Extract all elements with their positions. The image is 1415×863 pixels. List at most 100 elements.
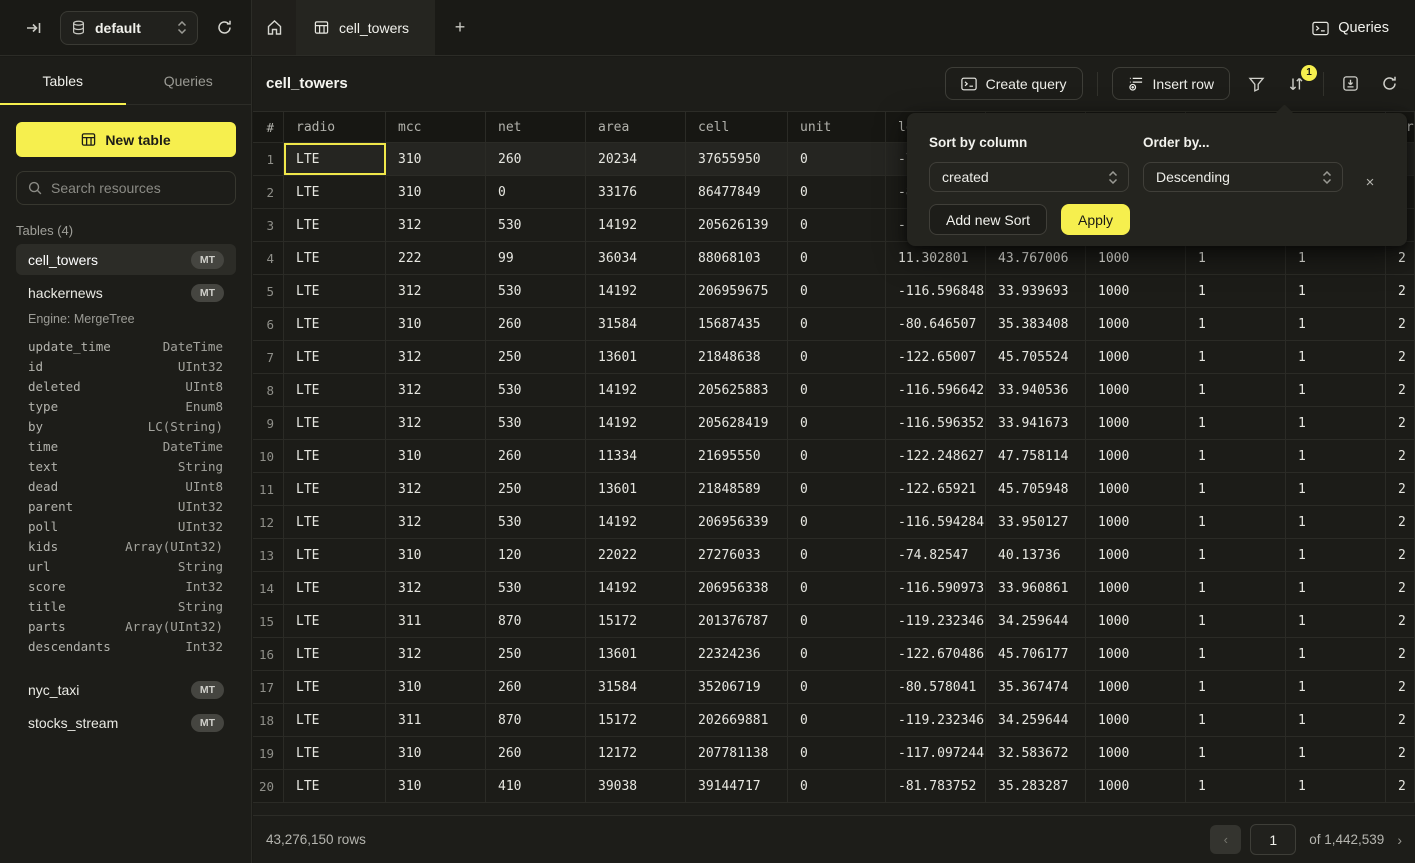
- table-cell[interactable]: 1: [1286, 605, 1386, 637]
- table-cell[interactable]: -74.82547: [886, 539, 986, 571]
- table-cell[interactable]: -122.65921: [886, 473, 986, 505]
- table-cell[interactable]: LTE: [284, 638, 386, 670]
- remove-sort-button[interactable]: ×: [1359, 171, 1381, 193]
- table-cell[interactable]: 311: [386, 605, 486, 637]
- table-cell[interactable]: 39144717: [686, 770, 788, 802]
- table-cell[interactable]: -80.578041: [886, 671, 986, 703]
- table-cell[interactable]: 0: [788, 737, 886, 769]
- table-cell[interactable]: 0: [486, 176, 586, 208]
- table-cell[interactable]: 1000: [1086, 638, 1186, 670]
- table-cell[interactable]: 14192: [586, 275, 686, 307]
- table-cell[interactable]: -116.590973: [886, 572, 986, 604]
- table-cell[interactable]: 35.367474: [986, 671, 1086, 703]
- column-header-area[interactable]: area: [586, 112, 686, 142]
- table-cell[interactable]: 31584: [586, 671, 686, 703]
- table-cell[interactable]: 870: [486, 605, 586, 637]
- table-cell[interactable]: 2: [1386, 770, 1415, 802]
- table-cell[interactable]: -116.596352: [886, 407, 986, 439]
- new-table-button[interactable]: New table: [16, 122, 236, 157]
- table-cell[interactable]: 0: [788, 407, 886, 439]
- search-input[interactable]: [51, 180, 224, 196]
- table-cell[interactable]: 250: [486, 473, 586, 505]
- table-cell[interactable]: 22022: [586, 539, 686, 571]
- refresh-table-button[interactable]: [1377, 71, 1402, 96]
- table-cell[interactable]: LTE: [284, 209, 386, 241]
- table-cell[interactable]: 14192: [586, 374, 686, 406]
- insert-row-button[interactable]: Insert row: [1112, 67, 1230, 100]
- add-new-sort-button[interactable]: Add new Sort: [929, 204, 1047, 235]
- table-cell[interactable]: LTE: [284, 143, 386, 175]
- table-cell[interactable]: -81.783752: [886, 770, 986, 802]
- table-cell[interactable]: 312: [386, 572, 486, 604]
- table-cell[interactable]: 45.706177: [986, 638, 1086, 670]
- table-cell[interactable]: 0: [788, 209, 886, 241]
- next-page-button[interactable]: ›: [1397, 832, 1402, 848]
- column-header-net[interactable]: net: [486, 112, 586, 142]
- table-cell[interactable]: 35.383408: [986, 308, 1086, 340]
- table-cell[interactable]: 312: [386, 275, 486, 307]
- table-cell[interactable]: 0: [788, 374, 886, 406]
- table-cell[interactable]: 310: [386, 143, 486, 175]
- table-cell[interactable]: 0: [788, 572, 886, 604]
- table-cell[interactable]: 11.302801: [886, 242, 986, 274]
- table-cell[interactable]: 1: [1186, 671, 1286, 703]
- table-cell[interactable]: 260: [486, 671, 586, 703]
- table-cell[interactable]: 33.941673: [986, 407, 1086, 439]
- table-cell[interactable]: 312: [386, 407, 486, 439]
- table-cell[interactable]: 0: [788, 176, 886, 208]
- table-cell[interactable]: 2: [1386, 638, 1415, 670]
- table-cell[interactable]: 2: [1386, 275, 1415, 307]
- table-cell[interactable]: 311: [386, 704, 486, 736]
- table-cell[interactable]: 47.758114: [986, 440, 1086, 472]
- table-cell[interactable]: 0: [788, 638, 886, 670]
- table-cell[interactable]: 43.767006: [986, 242, 1086, 274]
- table-cell[interactable]: 312: [386, 506, 486, 538]
- apply-sort-button[interactable]: Apply: [1061, 204, 1130, 235]
- table-cell[interactable]: 1: [1186, 440, 1286, 472]
- tab-cell-towers[interactable]: cell_towers: [296, 0, 435, 55]
- table-cell[interactable]: 21848589: [686, 473, 788, 505]
- table-cell[interactable]: 14192: [586, 506, 686, 538]
- sidebar-tab-queries[interactable]: Queries: [126, 57, 252, 104]
- sort-column-select[interactable]: created: [929, 162, 1129, 192]
- table-cell[interactable]: 206956338: [686, 572, 788, 604]
- page-input[interactable]: [1250, 824, 1296, 855]
- queries-button[interactable]: Queries: [1312, 0, 1389, 56]
- table-cell[interactable]: 1: [1186, 473, 1286, 505]
- table-cell[interactable]: -80.646507: [886, 308, 986, 340]
- table-cell[interactable]: 2: [1386, 440, 1415, 472]
- table-cell[interactable]: 2: [1386, 407, 1415, 439]
- table-cell[interactable]: 13601: [586, 341, 686, 373]
- table-cell[interactable]: 310: [386, 539, 486, 571]
- table-cell[interactable]: 2: [1386, 341, 1415, 373]
- table-cell[interactable]: 260: [486, 737, 586, 769]
- table-cell[interactable]: 1: [1286, 275, 1386, 307]
- table-cell[interactable]: 1: [1186, 572, 1286, 604]
- column-header-cell[interactable]: cell: [686, 112, 788, 142]
- table-cell[interactable]: 99: [486, 242, 586, 274]
- table-cell[interactable]: LTE: [284, 407, 386, 439]
- table-cell[interactable]: 2: [1386, 572, 1415, 604]
- table-cell[interactable]: 2: [1386, 374, 1415, 406]
- order-direction-select[interactable]: Descending: [1143, 162, 1343, 192]
- table-cell[interactable]: 1: [1286, 374, 1386, 406]
- table-cell[interactable]: 1: [1286, 473, 1386, 505]
- table-cell[interactable]: -122.670486: [886, 638, 986, 670]
- table-cell[interactable]: 530: [486, 374, 586, 406]
- table-cell[interactable]: 0: [788, 539, 886, 571]
- download-button[interactable]: [1338, 71, 1363, 96]
- table-cell[interactable]: 37655950: [686, 143, 788, 175]
- table-cell[interactable]: 530: [486, 407, 586, 439]
- refresh-databases-button[interactable]: [212, 15, 237, 40]
- table-cell[interactable]: 1: [1186, 638, 1286, 670]
- table-cell[interactable]: 312: [386, 473, 486, 505]
- table-cell[interactable]: LTE: [284, 374, 386, 406]
- table-cell[interactable]: 1: [1186, 506, 1286, 538]
- table-cell[interactable]: 310: [386, 770, 486, 802]
- table-cell[interactable]: 22324236: [686, 638, 788, 670]
- table-cell[interactable]: 530: [486, 209, 586, 241]
- table-cell[interactable]: 222: [386, 242, 486, 274]
- table-cell[interactable]: 530: [486, 572, 586, 604]
- table-cell[interactable]: 0: [788, 506, 886, 538]
- table-cell[interactable]: 202669881: [686, 704, 788, 736]
